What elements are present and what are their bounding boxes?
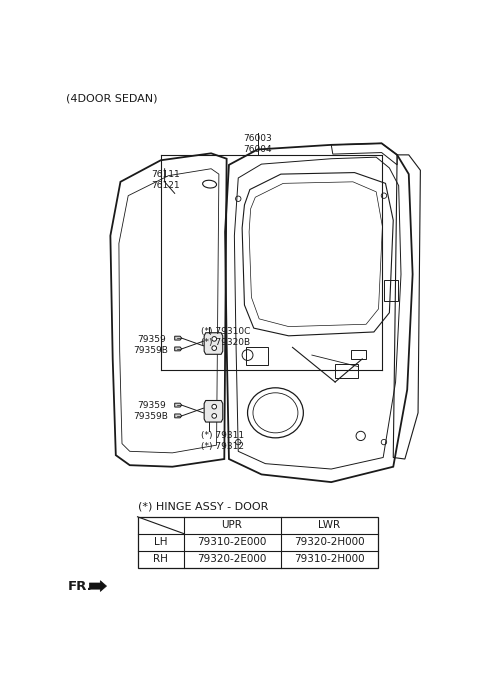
Circle shape xyxy=(212,336,216,341)
Text: 79359B: 79359B xyxy=(133,412,168,421)
Text: 79320-2H000: 79320-2H000 xyxy=(294,537,364,547)
Text: FR.: FR. xyxy=(68,580,93,592)
Text: LH: LH xyxy=(154,537,168,547)
Bar xyxy=(350,349,366,359)
Text: (4DOOR SEDAN): (4DOOR SEDAN) xyxy=(66,93,158,104)
Text: 79359: 79359 xyxy=(137,335,166,344)
Circle shape xyxy=(212,346,216,351)
Text: (*) 79310C
(*) 79320B: (*) 79310C (*) 79320B xyxy=(201,327,251,347)
Text: 79320-2E000: 79320-2E000 xyxy=(197,554,267,564)
Text: LWR: LWR xyxy=(318,520,340,530)
Text: 79310-2H000: 79310-2H000 xyxy=(294,554,364,564)
Polygon shape xyxy=(175,403,181,407)
Text: 79359: 79359 xyxy=(137,401,166,410)
Text: 76111
76121: 76111 76121 xyxy=(152,170,180,191)
Circle shape xyxy=(212,413,216,418)
Polygon shape xyxy=(89,581,107,592)
Text: 79310-2E000: 79310-2E000 xyxy=(197,537,267,547)
Text: UPR: UPR xyxy=(222,520,242,530)
Text: RH: RH xyxy=(153,554,168,564)
Text: (*) HINGE ASSY - DOOR: (*) HINGE ASSY - DOOR xyxy=(137,501,268,511)
Polygon shape xyxy=(175,336,181,340)
Circle shape xyxy=(212,405,216,409)
Polygon shape xyxy=(204,400,223,422)
Bar xyxy=(335,364,359,378)
Polygon shape xyxy=(175,347,181,351)
Bar xyxy=(137,517,378,567)
Text: (*) 79311
(*) 79312: (*) 79311 (*) 79312 xyxy=(201,430,244,451)
Polygon shape xyxy=(175,414,181,418)
Bar xyxy=(246,347,268,365)
Text: 76003
76004: 76003 76004 xyxy=(243,134,272,154)
Text: 79359B: 79359B xyxy=(133,346,168,355)
Polygon shape xyxy=(204,333,223,354)
Bar xyxy=(384,280,398,301)
